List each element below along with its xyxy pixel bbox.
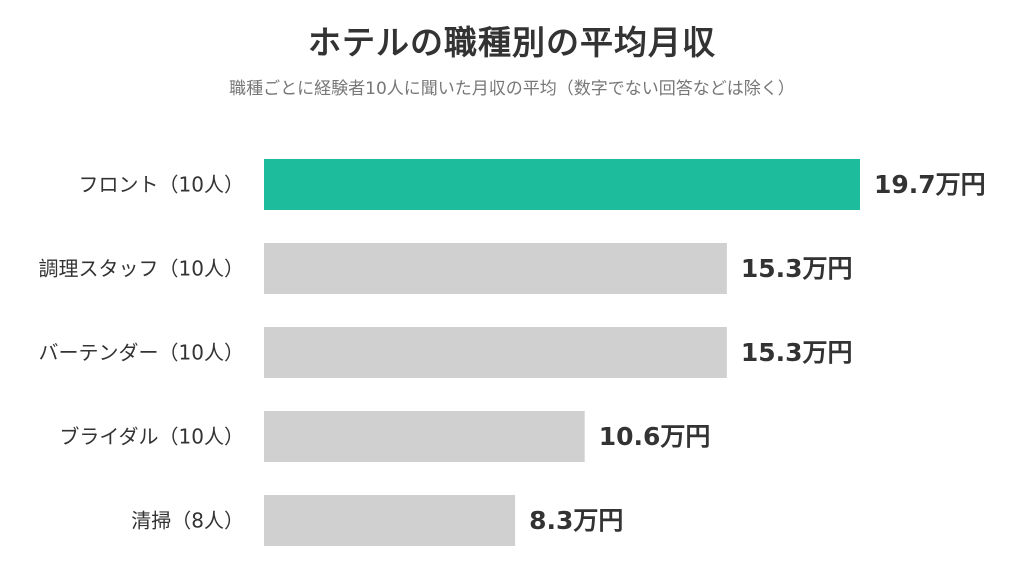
bar-0	[264, 159, 860, 210]
chart-title: ホテルの職種別の平均月収	[308, 23, 716, 62]
value-label-4: 8.3万円	[529, 506, 623, 535]
category-label-3: ブライダル（10人）	[59, 425, 244, 449]
category-label-0: フロント（10人）	[79, 173, 244, 197]
bar-4	[264, 495, 516, 546]
category-label-2: バーテンダー（10人）	[39, 341, 244, 365]
value-label-1: 15.3万円	[741, 254, 853, 283]
chart-subtitle: 職種ごとに経験者10人に聞いた月収の平均（数字でない回答などは除く）	[229, 79, 795, 99]
bar-3	[264, 411, 585, 462]
category-label-1: 調理スタッフ（10人）	[39, 257, 244, 281]
bar-1	[264, 243, 727, 294]
value-label-0: 19.7万円	[874, 170, 986, 199]
category-label-4: 清掃（8人）	[131, 509, 244, 533]
bar-2	[264, 327, 727, 378]
value-label-3: 10.6万円	[599, 422, 711, 451]
value-label-2: 15.3万円	[741, 338, 853, 367]
